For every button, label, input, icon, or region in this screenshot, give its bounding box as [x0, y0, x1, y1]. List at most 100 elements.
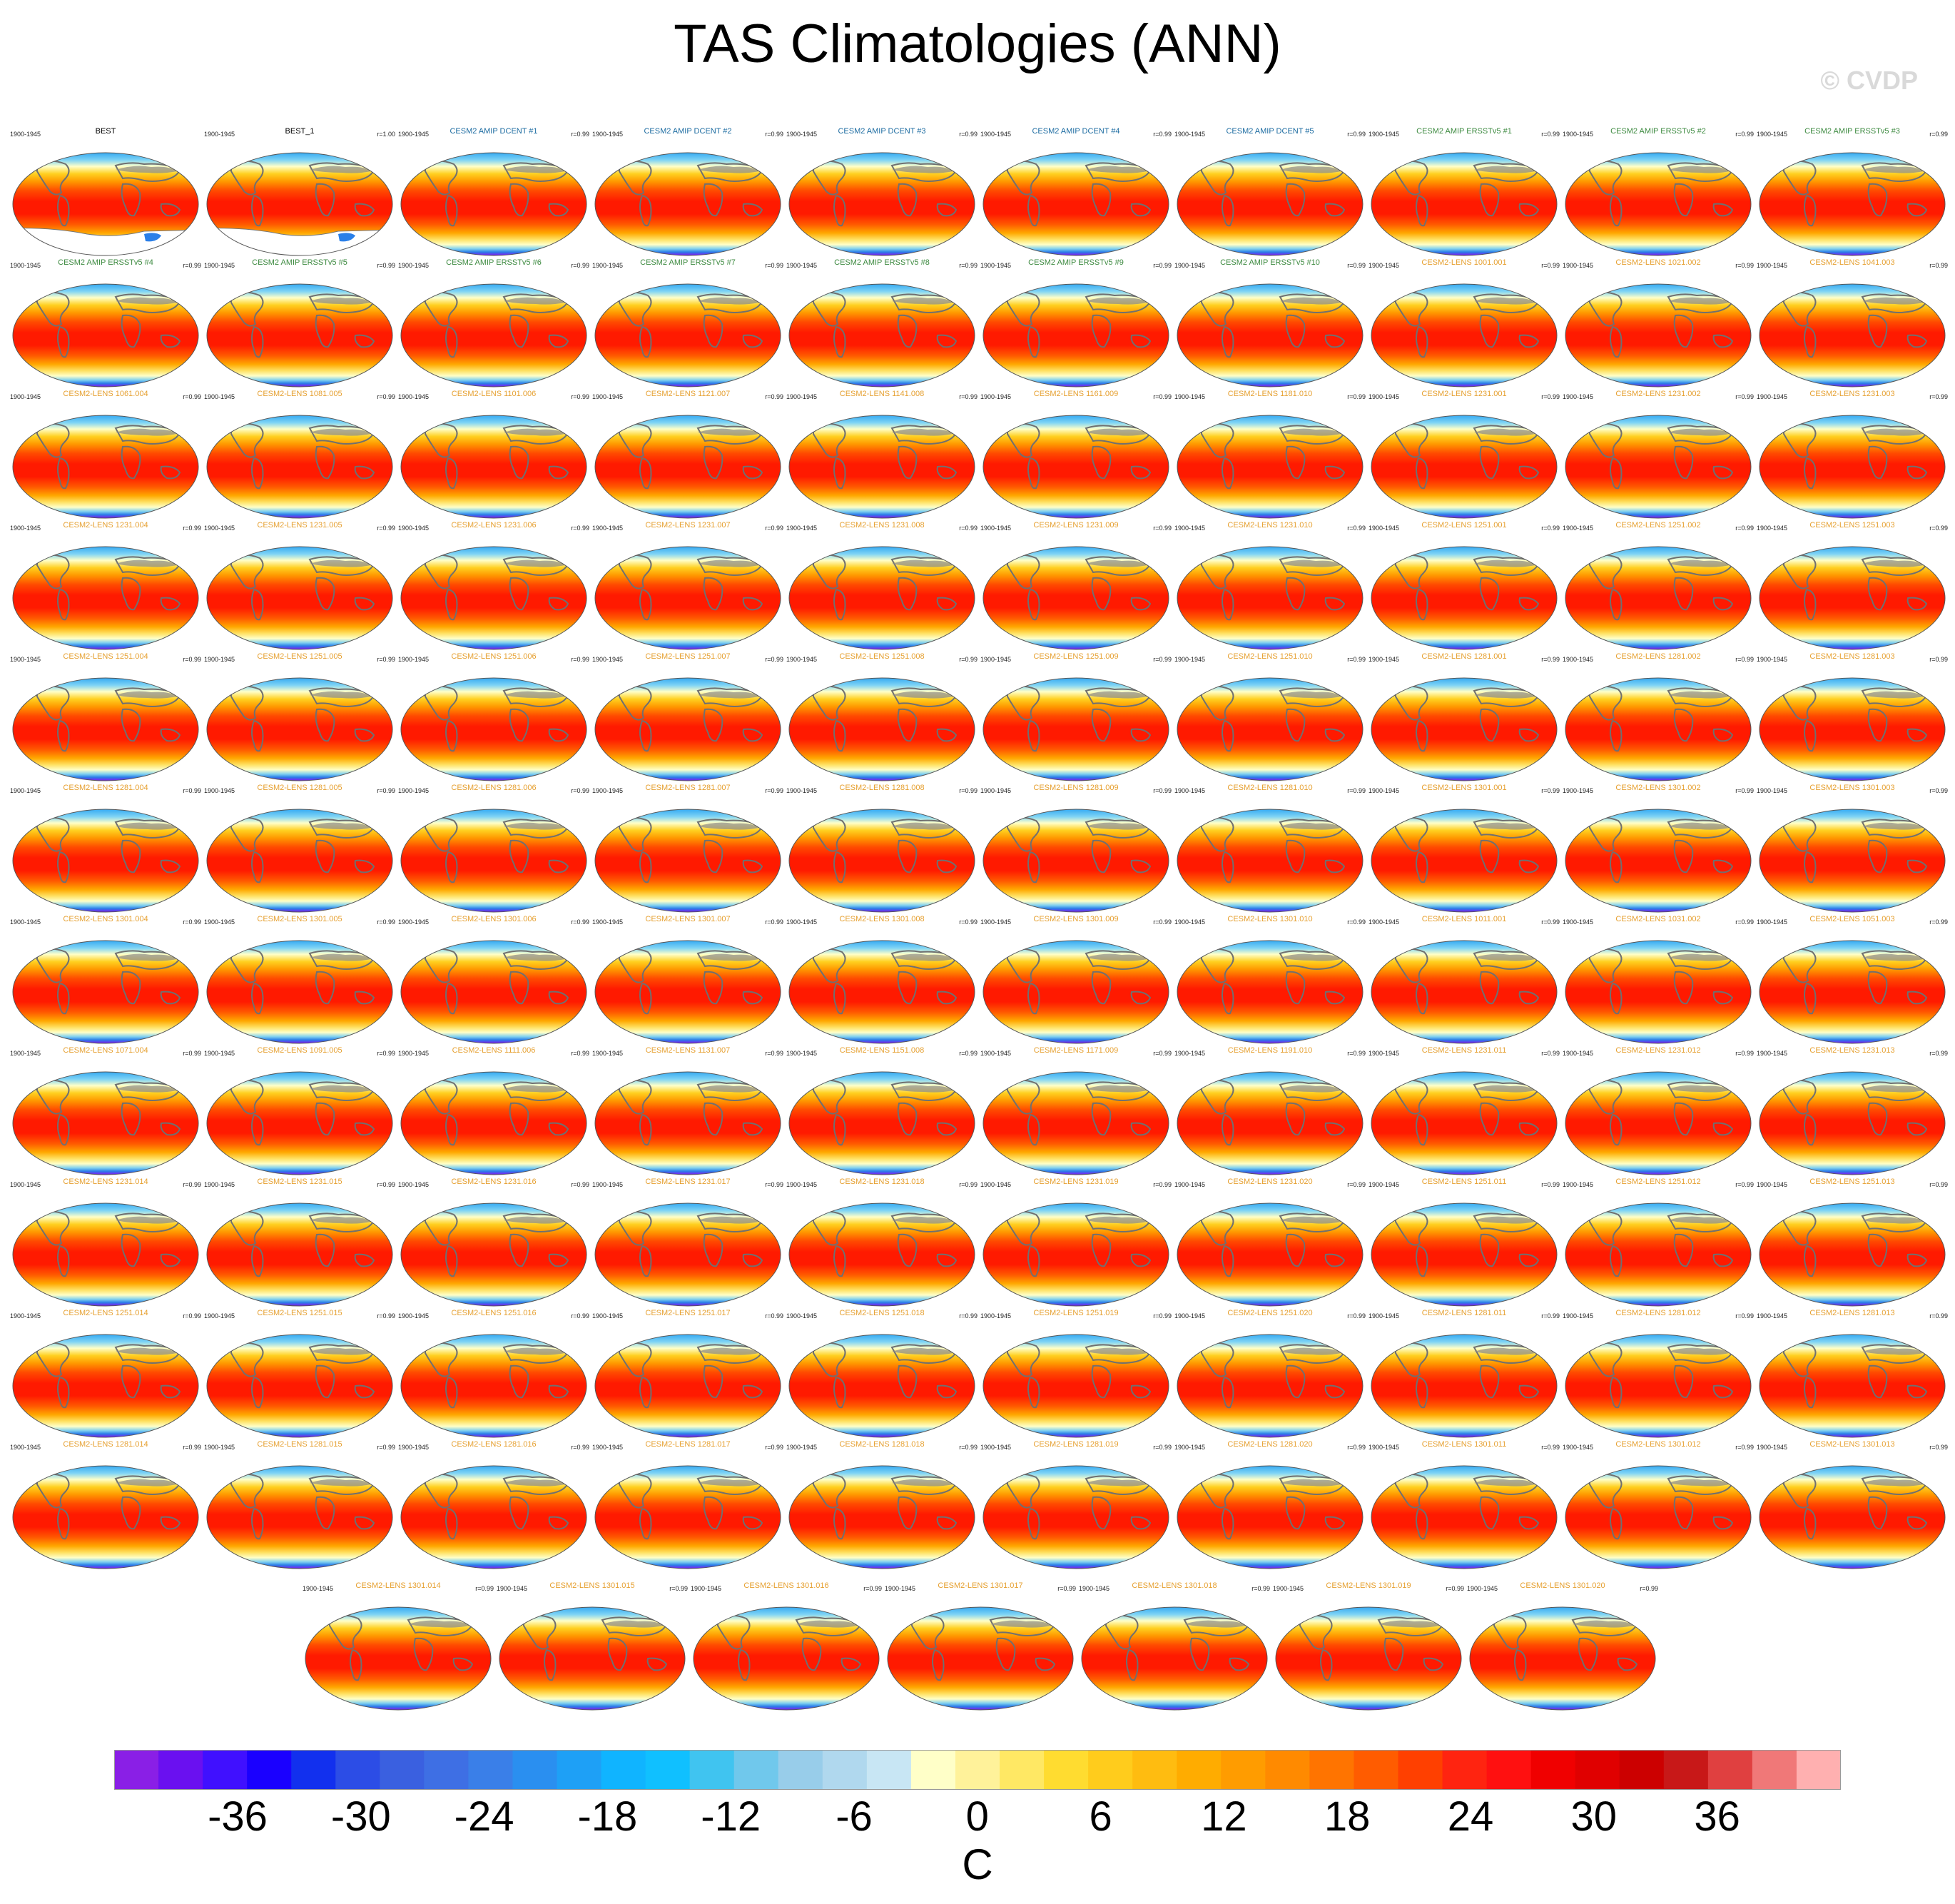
panel-correlation: r=0.99: [959, 1181, 978, 1188]
panel-correlation: r=0.99: [1929, 1312, 1948, 1320]
tas-map: [1759, 1071, 1946, 1175]
tas-map: [12, 809, 199, 913]
map-panel: 1900-1945 CESM2-LENS 1301.002 r=0.99: [1561, 784, 1755, 915]
map-panel: 1900-1945 CESM2 AMIP ERSSTv5 #6 r=0.99: [397, 258, 591, 390]
panel-correlation: r=0.99: [571, 1181, 589, 1188]
panel-years: 1900-1945: [1563, 393, 1594, 400]
tas-map: [206, 1334, 393, 1438]
tas-map: [788, 809, 975, 913]
map-panel: 1900-1945 CESM2 AMIP DCENT #2 r=0.99: [591, 127, 785, 258]
panel-years: 1900-1945: [1368, 1181, 1400, 1188]
tas-map: [982, 415, 1169, 519]
panel-years: 1900-1945: [1563, 1312, 1594, 1320]
colorbar-swatch: [1132, 1750, 1177, 1790]
panel-years: 1900-1945: [980, 787, 1012, 794]
panel-correlation: r=0.99: [1153, 525, 1172, 532]
colorbar-outline: [114, 1750, 1841, 1790]
panel-correlation: r=0.99: [1153, 1312, 1172, 1320]
map-panel: 1900-1945 CESM2-LENS 1281.017 r=0.99: [591, 1440, 785, 1571]
map-panel: 1900-1945 CESM2-LENS 1301.018 r=0.99: [1077, 1581, 1271, 1713]
tas-map: [1177, 1334, 1364, 1438]
panel-title: CESM2-LENS 1231.003: [1809, 390, 1895, 398]
panel-years: 1900-1945: [398, 787, 430, 794]
panel-years: 1900-1945: [398, 918, 430, 926]
map-panel: 1900-1945 CESM2-LENS 1281.020 r=0.99: [1173, 1440, 1367, 1571]
tas-map: [1371, 152, 1558, 256]
panel-correlation: r=0.99: [863, 1585, 882, 1592]
panel-title: CESM2-LENS 1301.014: [355, 1581, 441, 1590]
panel-title: CESM2-LENS 1251.001: [1421, 521, 1507, 530]
panel-years: 1900-1945: [1174, 525, 1206, 532]
panel-correlation: r=0.99: [1735, 918, 1754, 926]
tas-map: [1759, 546, 1946, 650]
panel-correlation: r=0.99: [1929, 656, 1948, 663]
panel-title: BEST: [95, 127, 116, 136]
panel-correlation: r=0.99: [765, 787, 783, 794]
tas-map: [1565, 152, 1752, 256]
panel-years: 1900-1945: [980, 393, 1012, 400]
map-panel: 1900-1945 CESM2-LENS 1301.008 r=0.99: [785, 915, 979, 1046]
panel-correlation: r=0.99: [183, 1181, 201, 1188]
panel-title: CESM2-LENS 1111.006: [452, 1046, 536, 1055]
panel-years: 1900-1945: [10, 1444, 41, 1451]
map-panel: 1900-1945 CESM2-LENS 1231.016 r=0.99: [397, 1178, 591, 1309]
map-panel: 1900-1945 CESM2-LENS 1251.006 r=0.99: [397, 652, 591, 784]
panel-correlation: r=0.99: [1251, 1585, 1270, 1592]
colorbar-swatch: [1000, 1750, 1045, 1790]
map-panel: 1900-1945 CESM2-LENS 1181.010 r=0.99: [1173, 390, 1367, 521]
map-panel: 1900-1945 CESM2-LENS 1231.005 r=0.99: [203, 521, 397, 652]
panel-years: 1900-1945: [1368, 262, 1400, 269]
map-panel: 1900-1945 CESM2-LENS 1011.001 r=0.99: [1367, 915, 1561, 1046]
panel-years: 1900-1945: [1368, 656, 1400, 663]
tas-map: [206, 415, 393, 519]
tas-map: [1565, 283, 1752, 388]
panel-title: CESM2-LENS 1251.002: [1615, 521, 1701, 530]
panel-correlation: r=0.99: [571, 393, 589, 400]
tas-map: [400, 677, 587, 781]
panel-years: 1900-1945: [786, 1181, 818, 1188]
panel-title: CESM2-LENS 1301.005: [257, 915, 342, 923]
panel-years: 1900-1945: [786, 393, 818, 400]
map-panel: 1900-1945 CESM2-LENS 1281.006 r=0.99: [397, 784, 591, 915]
panel-correlation: r=0.99: [1735, 393, 1754, 400]
panel-correlation: r=0.99: [1153, 656, 1172, 663]
panel-title: CESM2-LENS 1151.008: [839, 1046, 925, 1055]
panel-years: 1900-1945: [786, 1312, 818, 1320]
panel-correlation: r=0.99: [1929, 131, 1948, 138]
tas-map: [1177, 1071, 1364, 1175]
panel-correlation: r=0.99: [1347, 1050, 1366, 1057]
panel-years: 1900-1945: [1563, 656, 1594, 663]
map-panel: 1900-1945 CESM2-LENS 1251.011 r=0.99: [1367, 1178, 1561, 1309]
tas-map: [1177, 1465, 1364, 1569]
panel-years: 1900-1945: [980, 525, 1012, 532]
tas-map: [982, 283, 1169, 388]
panel-title: CESM2-LENS 1301.009: [1033, 915, 1119, 923]
panel-years: 1900-1945: [786, 525, 818, 532]
tas-map: [1565, 1071, 1752, 1175]
map-panel: 1900-1945 CESM2-LENS 1251.001 r=0.99: [1367, 521, 1561, 652]
panel-correlation: r=0.99: [571, 131, 589, 138]
panel-correlation: r=0.99: [1735, 787, 1754, 794]
panel-title: CESM2-LENS 1301.013: [1809, 1440, 1895, 1449]
panel-title: CESM2-LENS 1231.007: [645, 521, 731, 530]
panel-correlation: r=0.99: [765, 656, 783, 663]
colorbar-swatch: [1752, 1750, 1797, 1790]
panel-years: 1900-1945: [980, 1312, 1012, 1320]
tas-map: [1371, 546, 1558, 650]
panel-years: 1900-1945: [786, 1444, 818, 1451]
map-panel: 1900-1945 CESM2 AMIP ERSSTv5 #3 r=0.99: [1755, 127, 1949, 258]
tas-map: [400, 1071, 587, 1175]
panel-title: CESM2-LENS 1281.011: [1421, 1309, 1507, 1317]
colorbar-swatch: [1265, 1750, 1310, 1790]
tas-map: [1565, 1202, 1752, 1307]
panel-years: 1900-1945: [1368, 131, 1400, 138]
panel-title: CESM2-LENS 1281.010: [1227, 784, 1313, 792]
map-panel: 1900-1945 CESM2-LENS 1301.005 r=0.99: [203, 915, 397, 1046]
colorbar-swatch: [1663, 1750, 1709, 1790]
panel-years: 1900-1945: [592, 393, 624, 400]
map-panel: 1900-1945 CESM2-LENS 1251.014 r=0.99: [9, 1309, 203, 1440]
panel-years: 1900-1945: [1273, 1585, 1304, 1592]
colorbar-swatch: [512, 1750, 558, 1790]
panel-title: BEST_1: [285, 127, 315, 136]
panel-title: CESM2-LENS 1231.006: [451, 521, 537, 530]
